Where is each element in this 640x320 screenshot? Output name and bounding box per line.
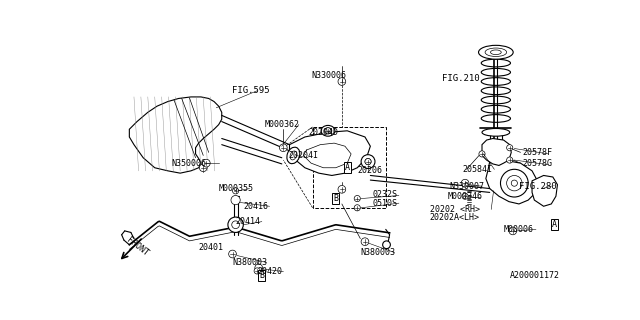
Circle shape xyxy=(231,196,240,205)
Ellipse shape xyxy=(324,128,332,134)
Circle shape xyxy=(202,159,210,167)
Circle shape xyxy=(254,268,260,274)
Circle shape xyxy=(509,227,516,235)
Ellipse shape xyxy=(321,125,335,136)
Text: N330007: N330007 xyxy=(450,182,484,191)
Circle shape xyxy=(228,250,236,258)
Circle shape xyxy=(232,221,239,228)
Circle shape xyxy=(462,193,468,199)
Circle shape xyxy=(479,151,485,157)
Text: N350006: N350006 xyxy=(171,159,206,168)
Text: 20420: 20420 xyxy=(257,267,282,276)
Circle shape xyxy=(365,158,371,165)
Text: M00006: M00006 xyxy=(504,225,534,234)
Text: FIG.210: FIG.210 xyxy=(442,74,479,83)
Polygon shape xyxy=(289,131,371,175)
Text: B: B xyxy=(333,194,338,203)
Ellipse shape xyxy=(485,48,507,57)
Text: B: B xyxy=(259,271,264,280)
Text: N380003: N380003 xyxy=(360,248,396,257)
Polygon shape xyxy=(482,139,511,165)
Circle shape xyxy=(232,188,239,194)
Ellipse shape xyxy=(479,45,513,59)
Circle shape xyxy=(338,186,346,193)
Text: N330006: N330006 xyxy=(311,71,346,80)
Text: N380003: N380003 xyxy=(232,258,268,267)
Text: 20578G: 20578G xyxy=(522,159,552,168)
Circle shape xyxy=(228,217,243,232)
Ellipse shape xyxy=(287,147,300,164)
Text: 20202 <RH>: 20202 <RH> xyxy=(429,205,479,214)
Bar xyxy=(312,127,386,208)
Text: 20414: 20414 xyxy=(236,217,260,226)
Circle shape xyxy=(461,179,469,187)
Circle shape xyxy=(280,144,287,152)
Circle shape xyxy=(255,264,262,272)
Text: A: A xyxy=(552,220,557,229)
Polygon shape xyxy=(129,97,221,173)
Text: A: A xyxy=(345,163,349,172)
Text: 20204I: 20204I xyxy=(288,151,318,160)
Text: 0510S: 0510S xyxy=(372,199,397,208)
Circle shape xyxy=(507,145,513,151)
Circle shape xyxy=(507,175,522,191)
Text: FRONT: FRONT xyxy=(124,235,150,258)
Polygon shape xyxy=(486,160,538,204)
Text: 20204D: 20204D xyxy=(308,128,338,137)
Circle shape xyxy=(338,78,346,85)
Circle shape xyxy=(200,164,207,172)
Text: 20584I: 20584I xyxy=(462,165,492,174)
Text: 20578F: 20578F xyxy=(522,148,552,157)
Circle shape xyxy=(361,238,369,245)
Ellipse shape xyxy=(290,151,297,160)
Text: 20202A<LH>: 20202A<LH> xyxy=(429,212,479,221)
Text: M000346: M000346 xyxy=(448,192,483,201)
Circle shape xyxy=(507,157,513,163)
Ellipse shape xyxy=(490,50,501,55)
Circle shape xyxy=(354,196,360,202)
Text: 20416: 20416 xyxy=(243,202,268,211)
Text: M000362: M000362 xyxy=(265,120,300,129)
Circle shape xyxy=(365,158,371,165)
Text: FIG.280: FIG.280 xyxy=(519,182,557,191)
Circle shape xyxy=(325,128,331,134)
Circle shape xyxy=(354,205,360,211)
Text: 0232S: 0232S xyxy=(372,190,397,199)
Ellipse shape xyxy=(482,129,509,136)
Circle shape xyxy=(361,155,375,169)
Circle shape xyxy=(383,241,390,249)
Circle shape xyxy=(511,180,517,186)
Text: M000355: M000355 xyxy=(219,184,253,193)
Text: A200001172: A200001172 xyxy=(509,271,560,280)
Text: 20401: 20401 xyxy=(198,243,223,252)
Circle shape xyxy=(500,169,528,197)
Polygon shape xyxy=(532,175,557,206)
Text: FIG.595: FIG.595 xyxy=(232,86,269,95)
Text: 20206: 20206 xyxy=(357,166,382,175)
